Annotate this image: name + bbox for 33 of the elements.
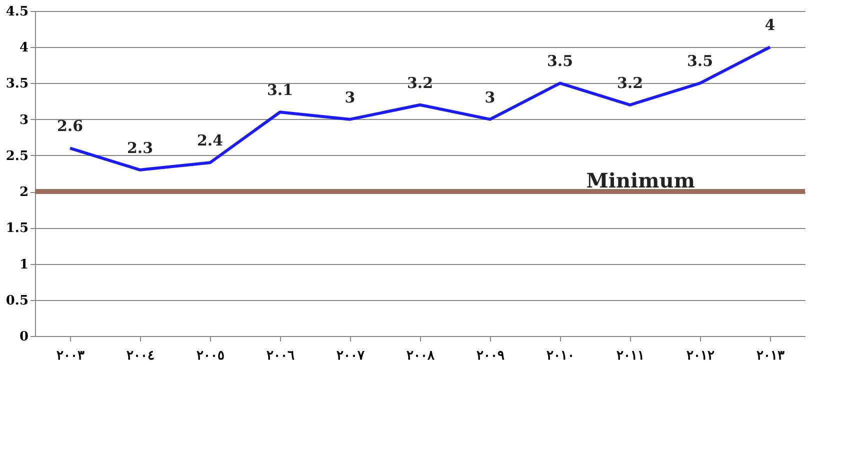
y-tick-label: 2.5 bbox=[6, 148, 28, 164]
data-label: 3 bbox=[484, 88, 496, 106]
ref-line-label: Minimum bbox=[586, 168, 695, 193]
y-tick-label: 0 bbox=[19, 330, 28, 344]
x-tick-label: ٢٠١٣ bbox=[756, 348, 784, 364]
x-tick-label: ٢٠٠٩ bbox=[476, 348, 504, 364]
y-tick-label: 0.5 bbox=[6, 293, 28, 308]
y-tick-label: 3 bbox=[19, 112, 28, 128]
data-label: 3.2 bbox=[406, 74, 434, 92]
data-label: 3 bbox=[344, 88, 356, 106]
data-label: 3.5 bbox=[686, 52, 714, 70]
y-tick-label: 1 bbox=[19, 257, 28, 272]
x-tick-label: ٢٠٠٥ bbox=[196, 348, 224, 364]
x-tick-label: ٢٠٠٦ bbox=[266, 348, 294, 364]
x-tick-label: ٢٠٠٧ bbox=[336, 348, 366, 364]
data-label: 2.4 bbox=[196, 132, 224, 150]
y-tick-label: 4 bbox=[19, 40, 28, 56]
y-tick-label: 4.5 bbox=[6, 4, 28, 20]
data-label: 3.5 bbox=[546, 52, 574, 70]
y-tick-label: 1.5 bbox=[6, 221, 28, 236]
x-tick-label: ٢٠١١ bbox=[616, 348, 644, 364]
data-label: 2.3 bbox=[126, 138, 154, 157]
x-tick-label: ٢٠١٠ bbox=[546, 348, 574, 364]
data-label: 3.1 bbox=[266, 81, 294, 100]
x-tick-label: ٢٠٠٨ bbox=[406, 348, 436, 364]
data-label: 3.2 bbox=[616, 74, 644, 92]
data-label: 4 bbox=[764, 16, 776, 34]
data-label: 2.6 bbox=[56, 117, 84, 136]
x-tick-label: ٢٠١٢ bbox=[686, 348, 714, 364]
x-tick-label: ٢٠٠٣ bbox=[56, 348, 84, 364]
x-tick-label: ٢٠٠٤ bbox=[126, 348, 154, 364]
y-tick-label: 2 bbox=[19, 185, 28, 200]
y-tick-label: 3.5 bbox=[6, 76, 28, 92]
